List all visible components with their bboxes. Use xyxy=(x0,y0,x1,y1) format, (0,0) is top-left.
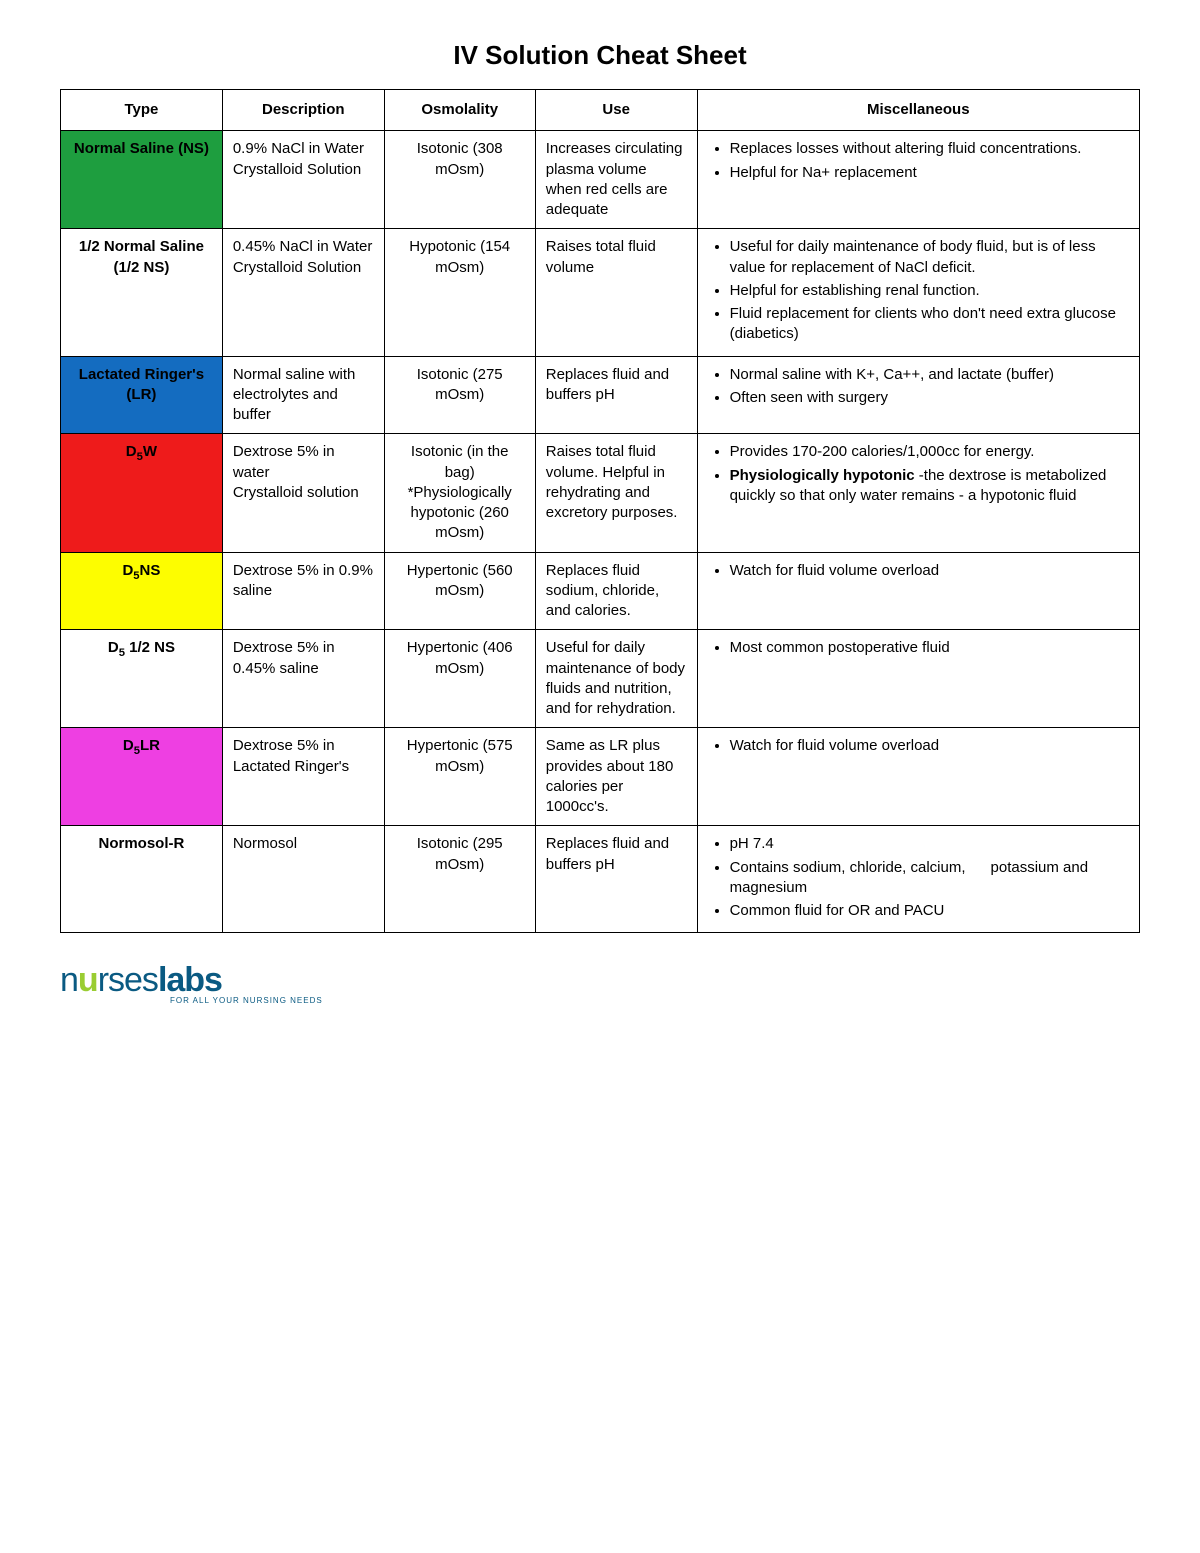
cell-misc: Watch for fluid volume overload xyxy=(697,552,1139,630)
logo-tagline: FOR ALL YOUR NURSING NEEDS xyxy=(170,996,1140,1005)
cell-osmolality: Hypertonic (406 mOsm) xyxy=(384,630,535,728)
misc-item: Often seen with surgery xyxy=(730,388,1129,408)
iv-solution-table: Type Description Osmolality Use Miscella… xyxy=(60,89,1140,933)
misc-item: Helpful for Na+ replacement xyxy=(730,163,1129,183)
misc-item: Provides 170-200 calories/1,000cc for en… xyxy=(730,442,1129,462)
cell-type: Normal Saline (NS) xyxy=(61,131,223,229)
table-row: 1/2 Normal Saline (1/2 NS)0.45% NaCl in … xyxy=(61,229,1140,356)
cell-description: Dextrose 5% in 0.45% saline xyxy=(222,630,384,728)
table-row: D5NSDextrose 5% in 0.9% salineHypertonic… xyxy=(61,552,1140,630)
col-osm: Osmolality xyxy=(384,90,535,131)
cell-osmolality: Hypertonic (560 mOsm) xyxy=(384,552,535,630)
cell-osmolality: Hypotonic (154 mOsm) xyxy=(384,229,535,356)
misc-item: Replaces losses without altering fluid c… xyxy=(730,139,1129,159)
cell-misc: Normal saline with K+, Ca++, and lactate… xyxy=(697,356,1139,434)
cell-use: Increases circulating plasma volume when… xyxy=(535,131,697,229)
cell-osmolality: Hypertonic (575 mOsm) xyxy=(384,728,535,826)
cell-use: Useful for daily maintenance of body flu… xyxy=(535,630,697,728)
cell-type: D5W xyxy=(61,434,223,552)
cell-use: Same as LR plus provides about 180 calor… xyxy=(535,728,697,826)
table-row: D5 1/2 NSDextrose 5% in 0.45% salineHype… xyxy=(61,630,1140,728)
cell-use: Replaces fluid sodium, chloride, and cal… xyxy=(535,552,697,630)
misc-item: Useful for daily maintenance of body flu… xyxy=(730,237,1129,278)
misc-item: Common fluid for OR and PACU xyxy=(730,901,1129,921)
cell-type: D5LR xyxy=(61,728,223,826)
col-use: Use xyxy=(535,90,697,131)
misc-item: Most common postoperative fluid xyxy=(730,638,1129,658)
misc-item: Watch for fluid volume overload xyxy=(730,736,1129,756)
cell-description: Dextrose 5% in Lactated Ringer's xyxy=(222,728,384,826)
cell-osmolality: Isotonic (295 mOsm) xyxy=(384,826,535,933)
misc-item: Fluid replacement for clients who don't … xyxy=(730,304,1129,345)
misc-item: Watch for fluid volume overload xyxy=(730,561,1129,581)
table-row: Normosol-RNormosolIsotonic (295 mOsm)Rep… xyxy=(61,826,1140,933)
cell-use: Raises total fluid volume. Helpful in re… xyxy=(535,434,697,552)
cell-type: Normosol-R xyxy=(61,826,223,933)
table-row: D5LRDextrose 5% in Lactated Ringer'sHype… xyxy=(61,728,1140,826)
col-desc: Description xyxy=(222,90,384,131)
misc-item: Contains sodium, chloride, calcium, pota… xyxy=(730,858,1129,899)
logo-part-rses: rses xyxy=(98,961,158,999)
cell-type: D5NS xyxy=(61,552,223,630)
misc-item: Normal saline with K+, Ca++, and lactate… xyxy=(730,365,1129,385)
cell-description: 0.9% NaCl in WaterCrystalloid Solution xyxy=(222,131,384,229)
col-type: Type xyxy=(61,90,223,131)
page-title: IV Solution Cheat Sheet xyxy=(60,40,1140,71)
cell-description: 0.45% NaCl in WaterCrystalloid Solution xyxy=(222,229,384,356)
cell-osmolality: Isotonic (in the bag) *Physiologically h… xyxy=(384,434,535,552)
cell-type: 1/2 Normal Saline (1/2 NS) xyxy=(61,229,223,356)
nurseslabs-logo: nurseslabs FOR ALL YOUR NURSING NEEDS xyxy=(60,961,1140,1005)
cell-misc: Most common postoperative fluid xyxy=(697,630,1139,728)
cell-osmolality: Isotonic (308 mOsm) xyxy=(384,131,535,229)
misc-item: pH 7.4 xyxy=(730,834,1129,854)
table-header-row: Type Description Osmolality Use Miscella… xyxy=(61,90,1140,131)
cell-misc: Watch for fluid volume overload xyxy=(697,728,1139,826)
cell-misc: Provides 170-200 calories/1,000cc for en… xyxy=(697,434,1139,552)
table-row: Normal Saline (NS)0.9% NaCl in WaterCrys… xyxy=(61,131,1140,229)
logo-part-n: n xyxy=(60,961,78,999)
misc-item: Helpful for establishing renal function. xyxy=(730,281,1129,301)
logo-part-labs: labs xyxy=(158,961,222,999)
cell-description: Dextrose 5% in waterCrystalloid solution xyxy=(222,434,384,552)
cell-use: Raises total fluid volume xyxy=(535,229,697,356)
cell-type: D5 1/2 NS xyxy=(61,630,223,728)
cell-misc: Useful for daily maintenance of body flu… xyxy=(697,229,1139,356)
cell-description: Dextrose 5% in 0.9% saline xyxy=(222,552,384,630)
cell-misc: pH 7.4 Contains sodium, chloride, calcium… xyxy=(697,826,1139,933)
cell-type: Lactated Ringer's (LR) xyxy=(61,356,223,434)
logo-part-u: u xyxy=(78,961,98,999)
cell-misc: Replaces losses without altering fluid c… xyxy=(697,131,1139,229)
cell-description: Normosol xyxy=(222,826,384,933)
table-row: Lactated Ringer's (LR)Normal saline with… xyxy=(61,356,1140,434)
misc-item: Physiologically hypotonic -the dextrose … xyxy=(730,466,1129,507)
cell-use: Replaces fluid and buffers pH xyxy=(535,826,697,933)
cell-use: Replaces fluid and buffers pH xyxy=(535,356,697,434)
cell-osmolality: Isotonic (275 mOsm) xyxy=(384,356,535,434)
cell-description: Normal saline with electrolytes and buff… xyxy=(222,356,384,434)
col-misc: Miscellaneous xyxy=(697,90,1139,131)
table-row: D5WDextrose 5% in waterCrystalloid solut… xyxy=(61,434,1140,552)
